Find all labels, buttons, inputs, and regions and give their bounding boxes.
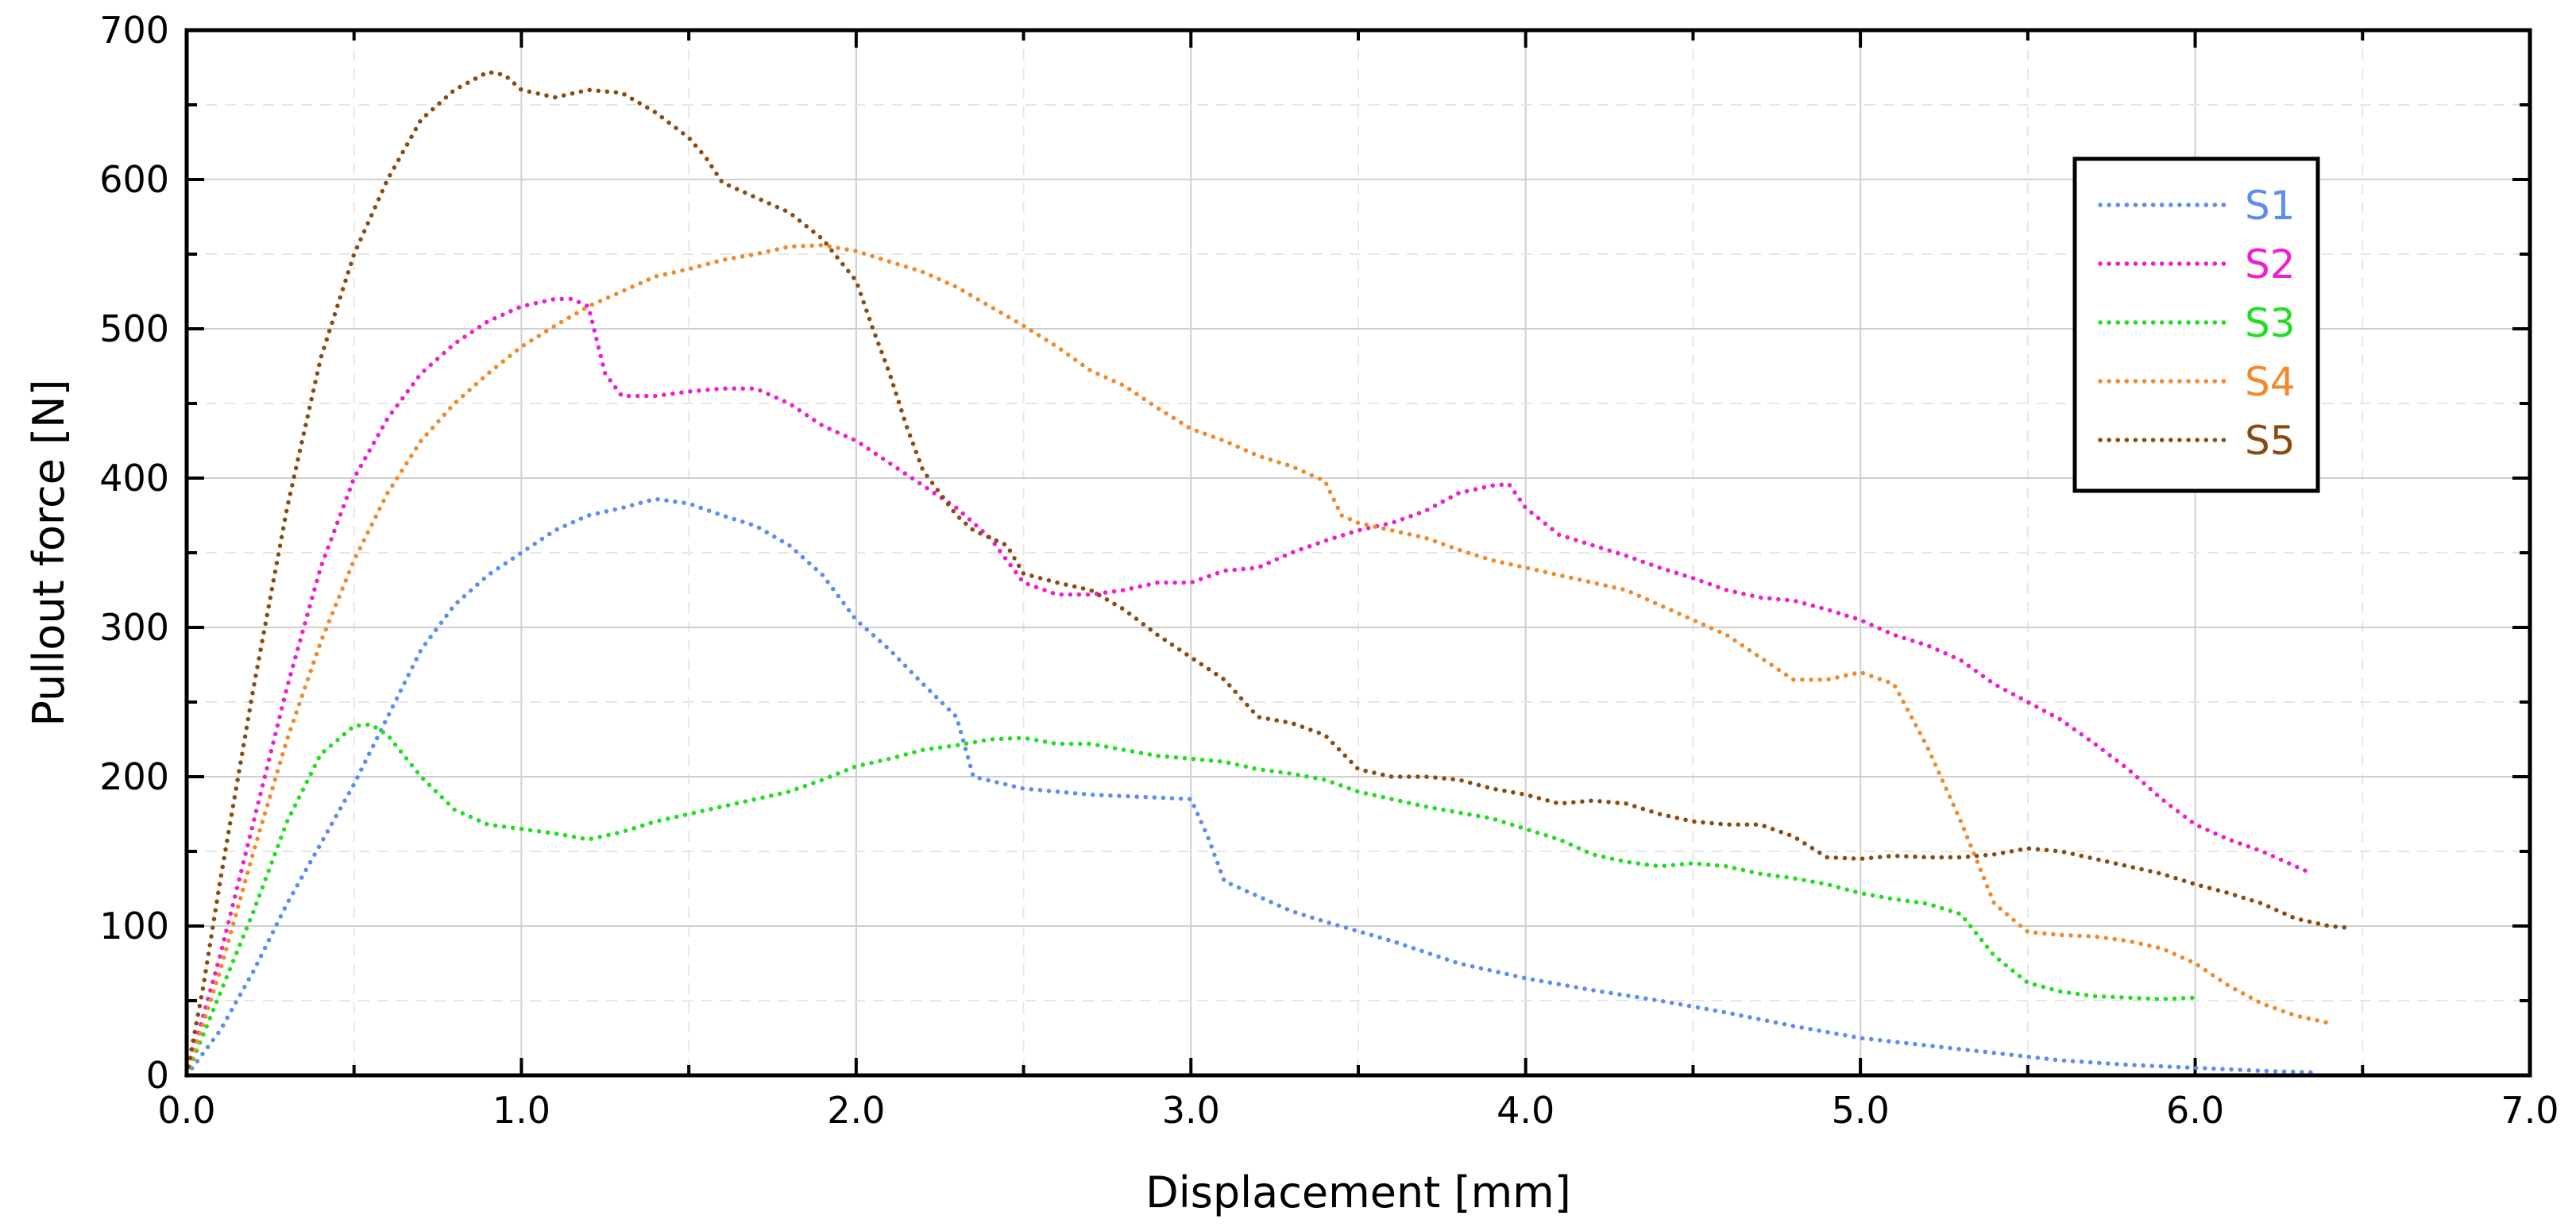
y-tick-label: 200 bbox=[99, 755, 169, 798]
series-lines bbox=[184, 69, 2348, 1078]
series-line-s5 bbox=[184, 69, 2348, 1078]
x-tick-label: 0.0 bbox=[157, 1089, 215, 1132]
y-tick-labels: 0 100 200 300 400 500 600 700 bbox=[99, 9, 169, 1097]
x-tick-label: 4.0 bbox=[1497, 1089, 1554, 1132]
y-tick-label: 100 bbox=[99, 905, 169, 947]
x-tick-label: 3.0 bbox=[1162, 1089, 1220, 1132]
series-line-s4 bbox=[184, 242, 2331, 1078]
legend-label-s5: S5 bbox=[2245, 418, 2296, 464]
legend: S1 S2 S3 S4 S5 bbox=[2072, 156, 2320, 493]
x-tick-label: 1.0 bbox=[492, 1089, 550, 1132]
x-tick-labels: 0.0 1.0 2.0 3.0 4.0 5.0 6.0 7.0 bbox=[157, 1089, 2559, 1132]
y-tick-label: 600 bbox=[99, 158, 169, 201]
series-line-s3 bbox=[184, 722, 2198, 1078]
y-tick-label: 400 bbox=[99, 457, 169, 500]
legend-label-s4: S4 bbox=[2245, 359, 2296, 405]
y-axis-label: Pullout force [N] bbox=[24, 379, 74, 726]
x-axis-label: Displacement [mm] bbox=[1145, 1167, 1571, 1217]
grid bbox=[187, 30, 2530, 1075]
legend-label-s3: S3 bbox=[2245, 300, 2296, 346]
legend-label-s2: S2 bbox=[2245, 241, 2296, 287]
y-tick-label: 700 bbox=[99, 9, 169, 52]
legend-box bbox=[2072, 156, 2320, 493]
legend-label-s1: S1 bbox=[2245, 183, 2296, 229]
y-tick-label: 500 bbox=[99, 307, 169, 350]
series-line-s2 bbox=[184, 296, 2315, 1078]
series-line-s1 bbox=[184, 496, 2315, 1078]
y-tick-label: 0 bbox=[146, 1054, 169, 1097]
x-tick-label: 6.0 bbox=[2166, 1089, 2224, 1132]
x-tick-label: 2.0 bbox=[827, 1089, 885, 1132]
x-tick-label: 5.0 bbox=[1832, 1089, 1890, 1132]
y-tick-label: 300 bbox=[99, 606, 169, 649]
plot-frame bbox=[184, 28, 2532, 1078]
x-tick-label: 7.0 bbox=[2501, 1089, 2559, 1132]
